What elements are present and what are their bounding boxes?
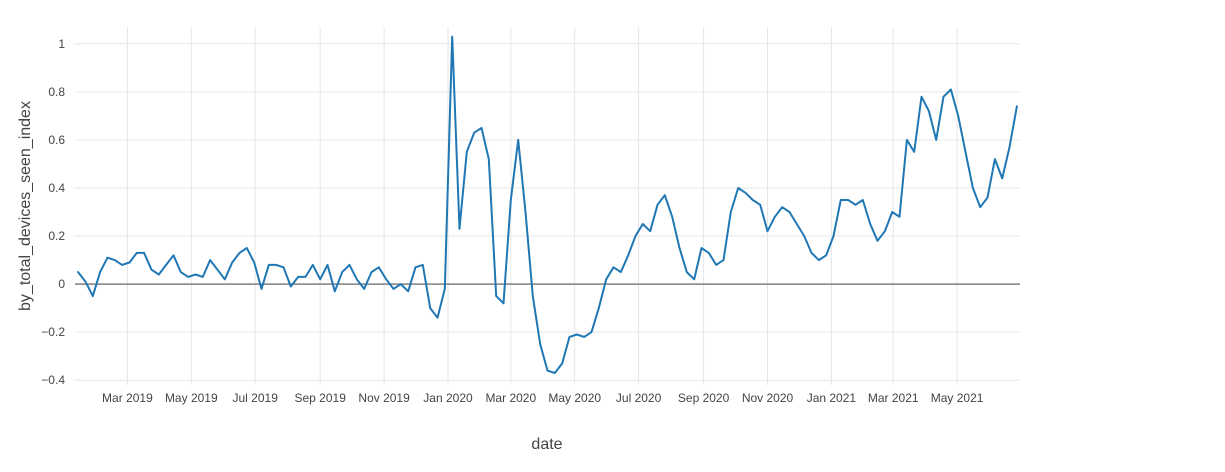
x-tick-label: Mar 2021: [868, 391, 919, 405]
x-tick-label: Jan 2020: [423, 391, 473, 405]
x-tick-label: Mar 2019: [102, 391, 153, 405]
y-axis-title: by_total_devices_seen_index: [17, 101, 34, 311]
line-series: [77, 35, 1018, 374]
x-tick-label: Jan 2021: [807, 391, 857, 405]
x-tick-label: May 2020: [548, 391, 601, 405]
y-tick-label: −0.4: [41, 373, 65, 387]
x-axis-title: date: [531, 436, 562, 453]
y-tick-label: 0.6: [48, 133, 65, 147]
tick-labels: Mar 2019 May 2019 Jul 2019 Sep 2019 Nov 2019…: [41, 37, 983, 405]
x-tick-label: Jul 2019: [233, 391, 279, 405]
y-tick-label: −0.2: [41, 325, 65, 339]
y-tick-label: 0.2: [48, 229, 65, 243]
y-tick-label: 0.8: [48, 85, 65, 99]
x-tick-label: Mar 2020: [485, 391, 536, 405]
x-tick-label: Sep 2020: [678, 391, 730, 405]
x-tick-label: Nov 2020: [742, 391, 794, 405]
x-tick-label: May 2019: [165, 391, 218, 405]
y-tick-label: 0.4: [48, 181, 65, 195]
x-tick-label: Sep 2019: [295, 391, 347, 405]
series-line: [77, 35, 1018, 374]
x-tick-label: Nov 2019: [358, 391, 410, 405]
gridlines: [75, 27, 1020, 385]
y-tick-label: 1: [58, 37, 65, 51]
y-tick-label: 0: [58, 277, 65, 291]
x-tick-label: Jul 2020: [616, 391, 662, 405]
x-tick-label: May 2021: [931, 391, 984, 405]
plot-area[interactable]: [75, 27, 1020, 385]
